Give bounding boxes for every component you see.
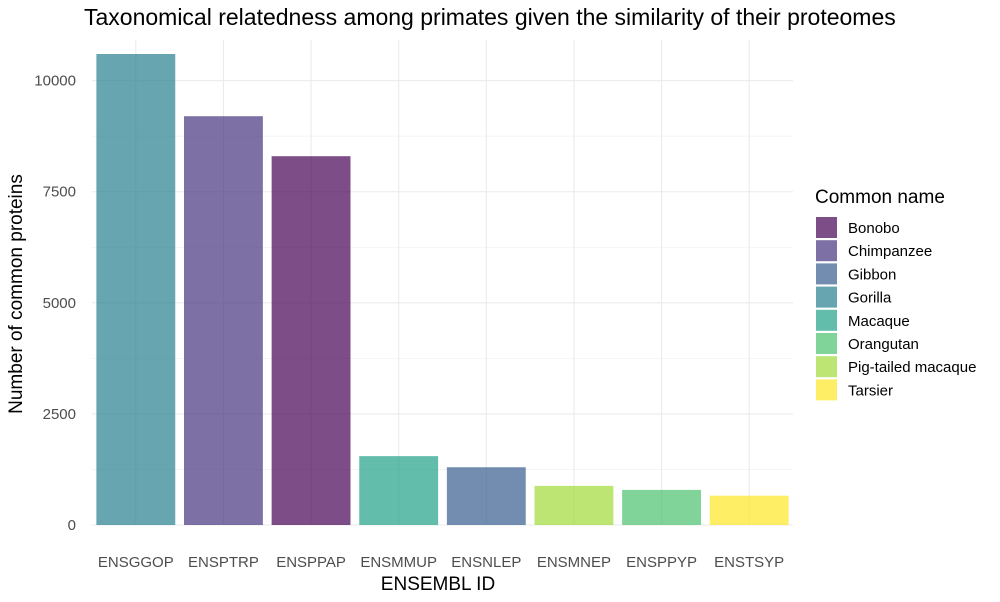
legend: Common name Bonobo Chimpanzee Gibbon Gorill…	[815, 187, 976, 401]
legend-key	[816, 309, 837, 331]
y-axis-ticks: 0 2500 5000 7500 10000	[34, 73, 76, 534]
legend-label: Gorilla	[848, 290, 892, 307]
x-tick-label: ENSNLEP	[451, 554, 521, 571]
legend-key	[816, 356, 837, 378]
x-axis-ticks: ENSGGOP ENSPTRP ENSPPAP ENSMMUP ENSNLEP ENSMN…	[98, 554, 784, 571]
legend-key	[816, 286, 837, 308]
bar-ensppyp	[622, 489, 701, 525]
bar-enstsyp	[709, 495, 789, 525]
legend-label: Bonobo	[848, 220, 900, 237]
x-tick-label: ENSPPYP	[626, 554, 697, 571]
x-axis-title: ENSEMBL ID	[381, 574, 495, 595]
chart-title: Taxonomical relatedness among primates g…	[84, 4, 896, 30]
legend-label: Chimpanzee	[848, 243, 932, 260]
y-tick-label: 10000	[34, 73, 76, 90]
bar-ensmmup	[359, 456, 439, 525]
x-tick-label: ENSMMUP	[360, 554, 437, 571]
x-tick-label: ENSPPAP	[276, 554, 346, 571]
legend-label: Tarsier	[848, 382, 893, 399]
y-tick-label: 5000	[43, 295, 76, 312]
legend-key	[816, 240, 837, 262]
legend-key	[816, 263, 837, 285]
bar-ensptrp	[184, 116, 263, 525]
legend-key	[816, 217, 837, 238]
x-tick-label: ENSPTRP	[188, 554, 259, 571]
legend-label: Gibbon	[848, 266, 896, 283]
legend-key	[816, 333, 837, 354]
bar-ensppap	[271, 156, 351, 525]
y-tick-label: 7500	[43, 184, 76, 201]
y-tick-label: 0	[68, 517, 76, 534]
legend-label: Macaque	[848, 313, 910, 330]
bar-ensggop	[96, 54, 176, 525]
bar-ensmnep	[534, 485, 614, 525]
legend-label: Orangutan	[848, 336, 919, 353]
bars	[96, 54, 789, 525]
legend-label: Pig-tailed macaque	[848, 359, 976, 376]
legend-key	[816, 379, 837, 401]
x-tick-label: ENSGGOP	[98, 554, 174, 571]
bar-ensnlep	[446, 467, 526, 525]
x-tick-label: ENSMNEP	[537, 554, 611, 571]
y-axis-title: Number of common proteins	[6, 174, 27, 414]
legend-title: Common name	[815, 187, 945, 208]
y-tick-label: 2500	[43, 406, 76, 423]
x-tick-label: ENSTSYP	[714, 554, 784, 571]
